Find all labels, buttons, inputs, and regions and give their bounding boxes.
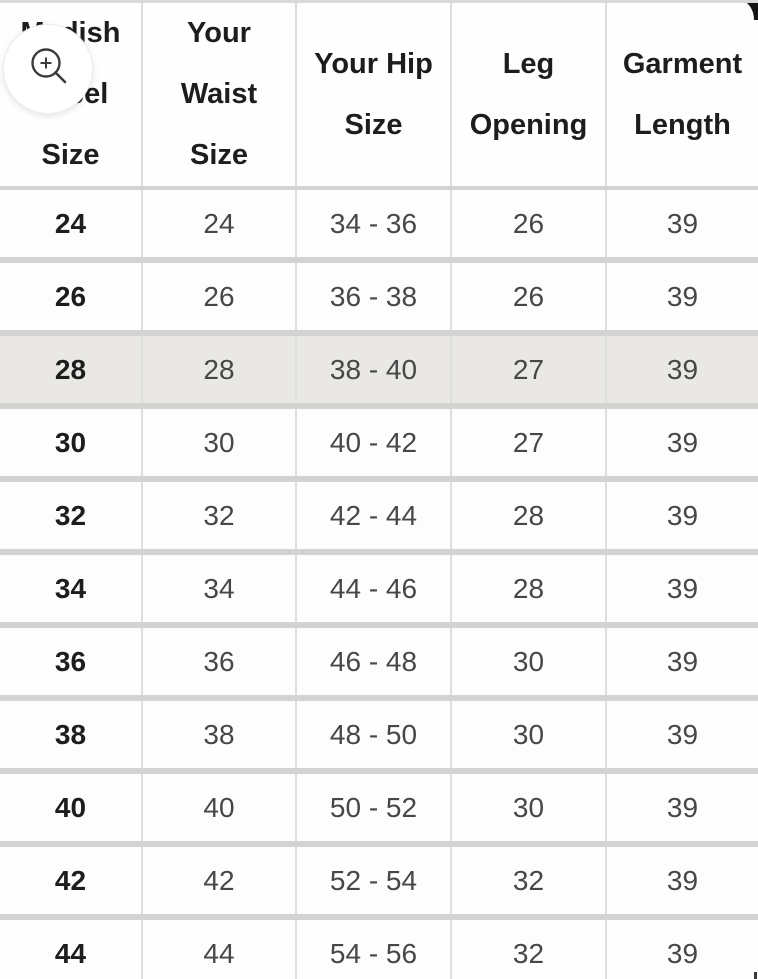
table-cell: 30 — [143, 409, 297, 476]
header-line: Your — [187, 17, 251, 49]
table-cell: 27 — [452, 409, 607, 476]
table-cell: 28 — [452, 555, 607, 622]
table-cell: 28 — [452, 482, 607, 549]
header-line: Size — [189, 139, 249, 171]
table-cell: 39 — [607, 555, 758, 622]
table-cell: 24 — [143, 190, 297, 257]
table-cell: 42 - 44 — [297, 482, 452, 549]
table-cell: 30 — [452, 774, 607, 841]
table-cell: 26 — [0, 263, 143, 330]
table-cell: 34 - 36 — [297, 190, 452, 257]
table-cell: 30 — [452, 701, 607, 768]
table-cell: 44 - 46 — [297, 555, 452, 622]
table-cell: 44 — [143, 920, 297, 979]
table-cell: 32 — [452, 847, 607, 914]
table-cell: 40 — [0, 774, 143, 841]
table-cell: 40 — [143, 774, 297, 841]
header-line: Garment — [622, 47, 743, 80]
table-cell: 27 — [452, 336, 607, 403]
table-cell: 39 — [607, 628, 758, 695]
header-line: Opening — [469, 108, 588, 141]
header-line: Size — [344, 108, 403, 141]
bottom-edge-mark — [754, 972, 757, 979]
magnifier-plus-icon — [31, 48, 67, 84]
table-cell: 52 - 54 — [297, 847, 452, 914]
table-cell: 38 — [143, 701, 297, 768]
table-cell: 32 — [0, 482, 143, 549]
table-row: 44 44 54 - 56 32 39 — [0, 914, 758, 979]
table-cell: 32 — [452, 920, 607, 979]
table-cell: 39 — [607, 190, 758, 257]
table-cell: 34 — [0, 555, 143, 622]
header-line: Size — [41, 139, 100, 171]
table-header-row: Madish Label Size Your Waist Size Your H… — [0, 3, 758, 186]
table-row: 36 36 46 - 48 30 39 — [0, 622, 758, 695]
table-cell: 39 — [607, 482, 758, 549]
corner-tear-mark — [742, 3, 758, 20]
table-row: 38 38 48 - 50 30 39 — [0, 695, 758, 768]
table-cell: 28 — [143, 336, 297, 403]
table-cell: 39 — [607, 409, 758, 476]
table-cell: 24 — [0, 190, 143, 257]
table-cell: 38 - 40 — [297, 336, 452, 403]
header-line: Your Hip — [314, 47, 433, 80]
zoom-button[interactable] — [3, 24, 93, 114]
header-leg-opening: Leg Opening — [452, 3, 607, 186]
table-cell: 54 - 56 — [297, 920, 452, 979]
table-cell: 39 — [607, 263, 758, 330]
table-row: 26 26 36 - 38 26 39 — [0, 257, 758, 330]
table-row: 40 40 50 - 52 30 39 — [0, 768, 758, 841]
table-cell: 30 — [0, 409, 143, 476]
table-cell: 36 — [0, 628, 143, 695]
header-garment-length: Garment Length — [607, 3, 758, 186]
table-cell: 28 — [0, 336, 143, 403]
table-row: 42 42 52 - 54 32 39 — [0, 841, 758, 914]
table-cell: 44 — [0, 920, 143, 979]
table-cell: 39 — [607, 336, 758, 403]
header-waist-size: Your Waist Size — [143, 3, 297, 186]
table-cell: 36 - 38 — [297, 263, 452, 330]
header-line: Leg — [502, 47, 555, 80]
table-cell: 34 — [143, 555, 297, 622]
header-line: Length — [634, 108, 731, 141]
table-cell: 26 — [452, 190, 607, 257]
table-cell: 30 — [452, 628, 607, 695]
table-cell: 39 — [607, 847, 758, 914]
table-row: 28 28 38 - 40 27 39 — [0, 330, 758, 403]
table-cell: 50 - 52 — [297, 774, 452, 841]
table-cell: 42 — [143, 847, 297, 914]
table-cell: 48 - 50 — [297, 701, 452, 768]
header-hip-size: Your Hip Size — [297, 3, 452, 186]
header-line: Waist — [180, 78, 258, 110]
table-row: 24 24 34 - 36 26 39 — [0, 184, 758, 257]
table-cell: 39 — [607, 774, 758, 841]
table-cell: 38 — [0, 701, 143, 768]
table-cell: 46 - 48 — [297, 628, 452, 695]
table-cell: 39 — [607, 920, 758, 979]
table-cell: 26 — [143, 263, 297, 330]
table-cell: 32 — [143, 482, 297, 549]
table-cell: 36 — [143, 628, 297, 695]
table-row: 30 30 40 - 42 27 39 — [0, 403, 758, 476]
table-cell: 39 — [607, 701, 758, 768]
table-cell: 42 — [0, 847, 143, 914]
table-body: 24 24 34 - 36 26 39 26 26 36 - 38 26 39 28 28 38 - 4… — [0, 184, 758, 979]
table-cell: 26 — [452, 263, 607, 330]
table-row: 34 34 44 - 46 28 39 — [0, 549, 758, 622]
table-cell: 40 - 42 — [297, 409, 452, 476]
table-row: 32 32 42 - 44 28 39 — [0, 476, 758, 549]
